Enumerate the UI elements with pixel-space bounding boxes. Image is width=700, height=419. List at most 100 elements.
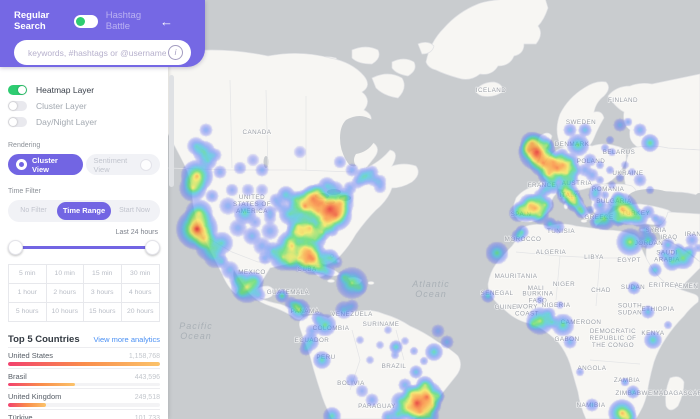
- time-preset-grid: 5 min 10 min 15 min 30 min 1 hour 2 hours 3 ho…: [8, 264, 160, 322]
- top-countries-list: United States 1,158,768 Brasil 443,596 U…: [8, 347, 160, 419]
- hashtag-battle-label: Hashtag Battle: [105, 10, 142, 32]
- toggle-knob: [9, 101, 17, 110]
- map-country-label: BULGARIA: [596, 198, 632, 205]
- layer-label: Heatmap Layer: [36, 84, 95, 95]
- slider-handle-end[interactable]: [145, 240, 160, 255]
- map-country-label: FINLAND: [608, 97, 638, 104]
- time-preset-15-min[interactable]: 15 min: [84, 265, 122, 284]
- map-country-label: TURKEY: [622, 210, 651, 217]
- search-mode-toggle[interactable]: [73, 14, 98, 28]
- time-preset-3-hours[interactable]: 3 hours: [84, 284, 122, 303]
- map-country-label: JORDAN: [635, 240, 664, 247]
- map-country-label: ECUADOR: [295, 337, 330, 344]
- map-country-label: NIGER: [553, 281, 575, 288]
- country-bar-fill: [8, 382, 75, 386]
- map-country-label: MEXICO: [238, 269, 266, 276]
- slider-handle-start[interactable]: [8, 240, 23, 255]
- time-filter-no-filter[interactable]: No Filter: [20, 207, 47, 214]
- toggle-knob: [9, 117, 17, 126]
- time-filter-time-range[interactable]: Time Range: [56, 202, 112, 220]
- view-more-analytics-link[interactable]: View more analytics: [93, 335, 160, 344]
- map-country-label: EGYPT: [617, 257, 641, 264]
- map-country-label: SENEGAL: [481, 290, 514, 297]
- top-countries-title: Top 5 Countries: [8, 334, 80, 345]
- rendering-option-cluster-view[interactable]: Cluster View: [8, 154, 83, 175]
- time-preset-5-min[interactable]: 5 min: [9, 265, 47, 284]
- radio-selected-icon: [16, 159, 27, 170]
- country-bar-fill: [8, 362, 160, 366]
- map-country-label: SOUTH SUDAN: [618, 303, 642, 317]
- country-row[interactable]: United Kingdom 249,518: [8, 388, 160, 407]
- toggle-knob: [75, 16, 85, 26]
- map-country-label: BELARUS: [603, 149, 636, 156]
- map-country-label: BOLIVIA: [337, 380, 365, 387]
- country-row[interactable]: Türkiye 101,733: [8, 408, 160, 419]
- map-country-label: ROMANIA: [592, 186, 625, 193]
- map-country-label: GREECE: [584, 214, 613, 221]
- map-country-label: ERITREA: [649, 282, 680, 289]
- search-box: i: [14, 40, 191, 65]
- rendering-section-label: Rendering: [8, 142, 41, 149]
- map-country-label: SPAIN: [511, 211, 532, 218]
- map-country-label: LIBYA: [584, 254, 604, 261]
- rendering-option-sentiment-view[interactable]: Sentiment View: [85, 154, 160, 175]
- map-country-label: IRAN: [685, 231, 700, 238]
- country-name: United Kingdom: [8, 392, 62, 401]
- radio-unselected-icon: [140, 158, 152, 171]
- time-preset-10-hours[interactable]: 10 hours: [47, 303, 84, 321]
- country-name: United States: [8, 351, 54, 360]
- map-country-label: POLAND: [577, 158, 606, 165]
- layer-label: Day/Night Layer: [36, 116, 97, 127]
- map-country-label: SWEDEN: [566, 119, 596, 126]
- map-country-label: COLOMBIA: [313, 325, 350, 332]
- time-preset-5-hours[interactable]: 5 hours: [9, 303, 47, 321]
- country-value: 101,733: [134, 414, 160, 419]
- time-preset-4-hours[interactable]: 4 hours: [121, 284, 159, 303]
- time-preset-1-hour[interactable]: 1 hour: [9, 284, 47, 303]
- regular-search-label: Regular Search: [14, 10, 50, 32]
- search-input[interactable]: [26, 46, 168, 59]
- time-preset-10-min[interactable]: 10 min: [46, 265, 84, 284]
- layer-row-day-night-layer[interactable]: Day/Night Layer: [8, 114, 160, 129]
- time-filter-start-now[interactable]: Start Now: [119, 207, 150, 214]
- country-row[interactable]: United States 1,158,768: [8, 347, 160, 366]
- map-country-label: SURINAME: [363, 321, 400, 328]
- country-row[interactable]: Brasil 443,596: [8, 367, 160, 386]
- layer-row-cluster-layer[interactable]: Cluster Layer: [8, 98, 160, 113]
- time-filter-section-label: Time Filter: [8, 188, 41, 195]
- layer-toggle[interactable]: [8, 84, 27, 95]
- time-range-slider[interactable]: [8, 240, 160, 255]
- time-preset-30-min[interactable]: 30 min: [121, 265, 159, 284]
- map-country-label: UKRAINE: [612, 170, 643, 177]
- country-value: 249,518: [134, 394, 160, 401]
- rendering-option-label: Cluster View: [32, 155, 58, 174]
- map-country-label: SYRIA: [645, 227, 666, 234]
- map-country-label: CANADA: [243, 129, 272, 136]
- map-country-label: DENMARK: [555, 141, 590, 148]
- country-name: Türkiye: [8, 412, 33, 419]
- time-preset-15-hours[interactable]: 15 hours: [84, 303, 122, 321]
- map-country-label: FRANCE: [528, 182, 557, 189]
- time-preset-20-hours[interactable]: 20 hours: [127, 308, 154, 315]
- map-country-label: CUBA: [297, 266, 317, 273]
- map-country-label: TUNISIA: [547, 228, 575, 235]
- map-country-label: ICELAND: [476, 87, 506, 94]
- layer-toggle[interactable]: [8, 100, 27, 111]
- map-country-label: KENYA: [641, 330, 664, 337]
- map-country-label: PERU: [316, 354, 335, 361]
- country-bar-fill: [8, 403, 46, 407]
- map-country-label: VENEZUELA: [331, 311, 373, 318]
- sidebar-scrollbar-thumb[interactable]: [169, 75, 174, 187]
- map-country-label: DEMOCRATIC REPUBLIC OF THE CONGO: [590, 328, 637, 349]
- collapse-panel-arrow-icon[interactable]: ←: [160, 13, 173, 29]
- layer-row-heatmap-layer[interactable]: Heatmap Layer: [8, 82, 160, 97]
- time-filter-options: No Filter Time Range Start Now: [8, 200, 160, 222]
- map-country-label: ANGOLA: [578, 365, 607, 372]
- map-country-label: BRAZIL: [382, 363, 407, 370]
- time-preset-2-hours[interactable]: 2 hours: [46, 284, 84, 303]
- info-icon[interactable]: i: [168, 45, 183, 60]
- map-ocean-label: Atlantic Ocean: [411, 279, 450, 299]
- map-country-label: ZIMBABWE: [615, 390, 652, 397]
- layer-toggle[interactable]: [8, 116, 27, 127]
